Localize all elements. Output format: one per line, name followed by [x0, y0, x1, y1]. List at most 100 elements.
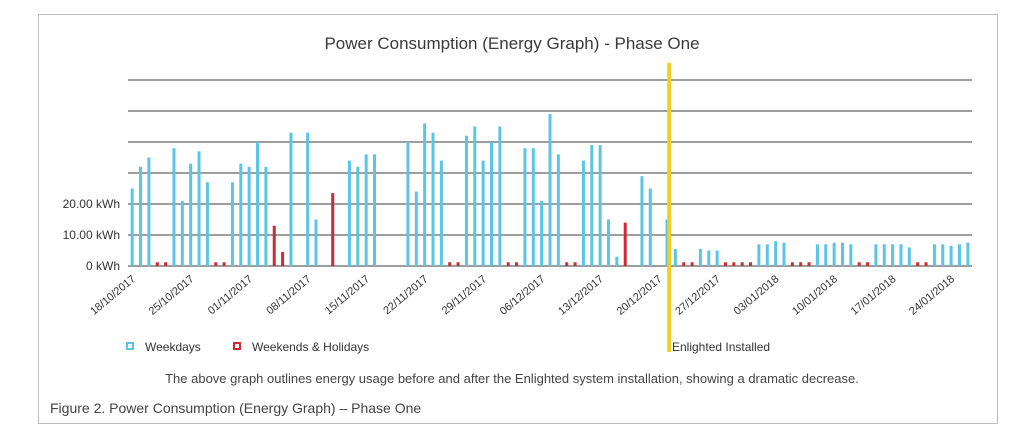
weekend-bar-24 [866, 262, 870, 266]
weekday-bar-17 [356, 166, 360, 266]
weekday-bar-0 [130, 188, 134, 266]
weekday-bar-9 [239, 163, 243, 266]
weekday-bar-43 [673, 248, 677, 266]
weekday-bar-39 [615, 256, 619, 266]
weekday-bar-65 [966, 242, 970, 266]
weekday-bar-6 [197, 151, 201, 266]
weekday-bar-47 [757, 244, 761, 266]
weekday-bar-54 [840, 242, 844, 266]
x-tick-label-9: 20/12/2017 [615, 273, 665, 318]
weekday-bar-31 [531, 148, 535, 266]
weekday-bar-48 [765, 244, 769, 266]
weekend-bar-17 [732, 262, 736, 266]
x-tick-label-4: 15/11/2017 [323, 273, 372, 317]
legend-weekdays-label: Weekdays [145, 340, 201, 354]
weekday-bar-28 [490, 142, 493, 266]
weekend-bar-7 [448, 262, 452, 266]
weekend-bar-20 [790, 262, 794, 266]
weekend-bar-14 [682, 262, 686, 266]
weekday-bar-46 [715, 250, 719, 266]
legend-weekends-label: Weekends & Holidays [252, 340, 370, 354]
weekend-bar-4 [272, 225, 276, 266]
weekend-bar-2 [214, 262, 218, 266]
x-tick-label-13: 17/01/2018 [849, 273, 899, 318]
weekday-bar-59 [899, 244, 903, 266]
weekday-bar-12 [264, 166, 268, 266]
figure-caption: The above graph outlines energy usage be… [165, 371, 859, 386]
chart-title: Power Consumption (Energy Graph) - Phase… [324, 34, 700, 53]
weekday-bar-58 [891, 244, 895, 266]
figure-label: Figure 2. Power Consumption (Energy Grap… [50, 400, 422, 416]
x-tick-label-14: 24/01/2018 [907, 273, 957, 318]
weekday-bar-56 [874, 244, 878, 266]
weekend-bar-21 [799, 262, 803, 266]
weekday-bar-20 [406, 142, 410, 266]
weekday-bar-4 [180, 200, 184, 266]
x-tick-label-7: 06/12/2017 [498, 273, 548, 318]
weekday-bar-40 [640, 176, 644, 266]
weekday-bar-64 [957, 244, 961, 266]
weekday-bar-51 [815, 244, 819, 266]
weekend-bar-22 [807, 262, 811, 266]
x-tick-label-0: 18/10/2017 [88, 273, 138, 318]
weekend-bar-5 [281, 252, 285, 266]
weekday-bar-57 [882, 244, 886, 266]
weekend-bar-25 [916, 262, 920, 266]
weekday-bar-26 [473, 126, 477, 266]
weekday-bar-29 [498, 126, 502, 266]
weekend-bar-6 [331, 193, 335, 266]
weekday-bar-41 [648, 188, 652, 266]
weekday-bar-30 [523, 148, 527, 266]
weekday-bar-55 [849, 244, 853, 266]
weekday-bar-16 [347, 160, 351, 266]
weekday-bar-44 [698, 248, 702, 266]
weekday-bar-18 [364, 154, 368, 266]
weekday-bar-45 [707, 250, 711, 266]
weekday-bar-61 [932, 244, 936, 266]
weekday-bar-37 [598, 145, 602, 266]
x-tick-label-1: 25/10/2017 [147, 273, 197, 318]
weekend-bar-19 [749, 262, 753, 266]
weekday-bar-35 [581, 160, 585, 266]
x-tick-label-5: 22/11/2017 [381, 273, 430, 317]
weekday-bar-25 [464, 135, 468, 266]
weekend-bar-16 [723, 262, 727, 266]
weekday-bar-10 [247, 166, 251, 266]
weekday-bar-32 [540, 200, 544, 266]
weekday-bar-1 [139, 166, 143, 266]
legend-weekends-swatch [233, 342, 241, 350]
weekday-bar-52 [824, 244, 828, 266]
weekday-bar-63 [949, 245, 953, 266]
x-tick-label-8: 13/12/2017 [556, 273, 606, 318]
weekday-bar-50 [782, 242, 786, 266]
weekend-bar-8 [456, 262, 460, 266]
weekend-bar-1 [164, 262, 168, 266]
x-tick-label-6: 29/11/2017 [440, 273, 489, 317]
y-tick-label-2: 20.00 kWh [63, 197, 120, 211]
weekday-bar-13 [289, 132, 293, 266]
weekend-bar-13 [623, 222, 627, 266]
weekday-bar-5 [189, 163, 193, 266]
weekday-bar-3 [172, 148, 176, 266]
weekday-bar-19 [373, 154, 377, 266]
y-tick-label-1: 10.00 kWh [63, 228, 120, 242]
weekend-bar-9 [506, 262, 510, 266]
weekday-bar-36 [590, 145, 594, 266]
weekend-bar-10 [515, 262, 519, 266]
weekend-bar-26 [924, 262, 928, 266]
x-tick-label-10: 27/12/2017 [673, 273, 723, 318]
weekday-bar-49 [774, 241, 778, 266]
x-tick-label-12: 10/01/2018 [790, 273, 840, 318]
x-tick-label-11: 03/01/2018 [732, 273, 782, 318]
weekday-bar-42 [665, 219, 669, 266]
weekday-bar-2 [147, 157, 151, 266]
legend-weekdays-swatch [126, 342, 134, 350]
y-tick-label-0: 0 kWh [86, 259, 120, 273]
weekday-bar-34 [556, 154, 560, 266]
weekend-bar-3 [222, 262, 226, 266]
x-tick-label-2: 01/11/2017 [206, 273, 255, 317]
weekend-bar-11 [565, 262, 569, 266]
weekday-bar-33 [548, 114, 552, 266]
weekday-bar-14 [306, 132, 310, 266]
weekday-bar-7 [205, 182, 209, 266]
